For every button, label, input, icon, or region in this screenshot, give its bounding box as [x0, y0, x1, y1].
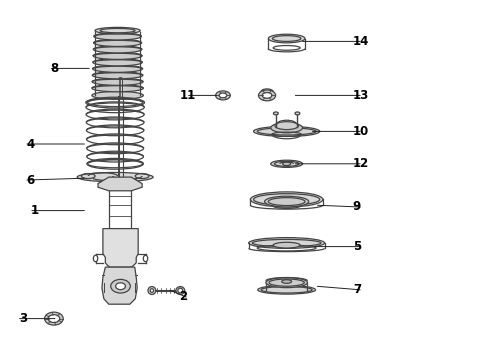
Ellipse shape — [92, 91, 143, 99]
Text: 2: 2 — [179, 291, 187, 303]
Ellipse shape — [176, 287, 185, 294]
Ellipse shape — [249, 238, 325, 248]
Ellipse shape — [77, 172, 153, 182]
Text: 8: 8 — [50, 62, 59, 75]
Ellipse shape — [216, 91, 230, 100]
Text: 6: 6 — [26, 174, 34, 186]
Ellipse shape — [116, 283, 125, 289]
Ellipse shape — [92, 78, 143, 85]
Ellipse shape — [92, 85, 143, 92]
Ellipse shape — [265, 196, 309, 207]
Ellipse shape — [93, 46, 142, 53]
Ellipse shape — [45, 312, 63, 325]
Text: 1: 1 — [31, 204, 39, 217]
Text: 9: 9 — [353, 201, 361, 213]
Ellipse shape — [48, 315, 60, 323]
Text: 5: 5 — [353, 240, 361, 253]
Ellipse shape — [254, 126, 319, 136]
Ellipse shape — [94, 33, 141, 40]
Text: 3: 3 — [19, 312, 27, 325]
Ellipse shape — [258, 285, 316, 294]
Ellipse shape — [262, 93, 272, 98]
Ellipse shape — [93, 65, 143, 72]
Text: 13: 13 — [353, 89, 369, 102]
Ellipse shape — [275, 122, 298, 130]
Polygon shape — [103, 229, 138, 267]
Text: 10: 10 — [353, 125, 369, 138]
Ellipse shape — [250, 192, 323, 207]
Ellipse shape — [95, 27, 140, 34]
Ellipse shape — [93, 59, 142, 66]
Ellipse shape — [273, 112, 278, 115]
Text: 11: 11 — [180, 89, 196, 102]
Ellipse shape — [119, 77, 122, 80]
Ellipse shape — [111, 279, 130, 293]
Ellipse shape — [94, 39, 142, 46]
Ellipse shape — [148, 287, 156, 294]
Ellipse shape — [266, 278, 308, 288]
Ellipse shape — [270, 123, 303, 133]
Text: 12: 12 — [353, 157, 369, 170]
Ellipse shape — [273, 242, 300, 248]
Ellipse shape — [283, 162, 291, 166]
Polygon shape — [102, 267, 137, 304]
Ellipse shape — [178, 288, 183, 293]
Ellipse shape — [143, 255, 148, 262]
Ellipse shape — [150, 289, 154, 292]
Ellipse shape — [282, 280, 292, 283]
Text: 14: 14 — [353, 35, 369, 48]
Ellipse shape — [269, 34, 305, 43]
Text: 4: 4 — [26, 138, 34, 150]
Ellipse shape — [259, 90, 275, 101]
Ellipse shape — [219, 93, 227, 98]
Ellipse shape — [270, 160, 303, 167]
Ellipse shape — [93, 255, 98, 262]
Ellipse shape — [93, 52, 142, 59]
Text: 7: 7 — [353, 283, 361, 296]
Ellipse shape — [92, 72, 143, 79]
Ellipse shape — [295, 112, 300, 115]
Polygon shape — [98, 177, 142, 191]
